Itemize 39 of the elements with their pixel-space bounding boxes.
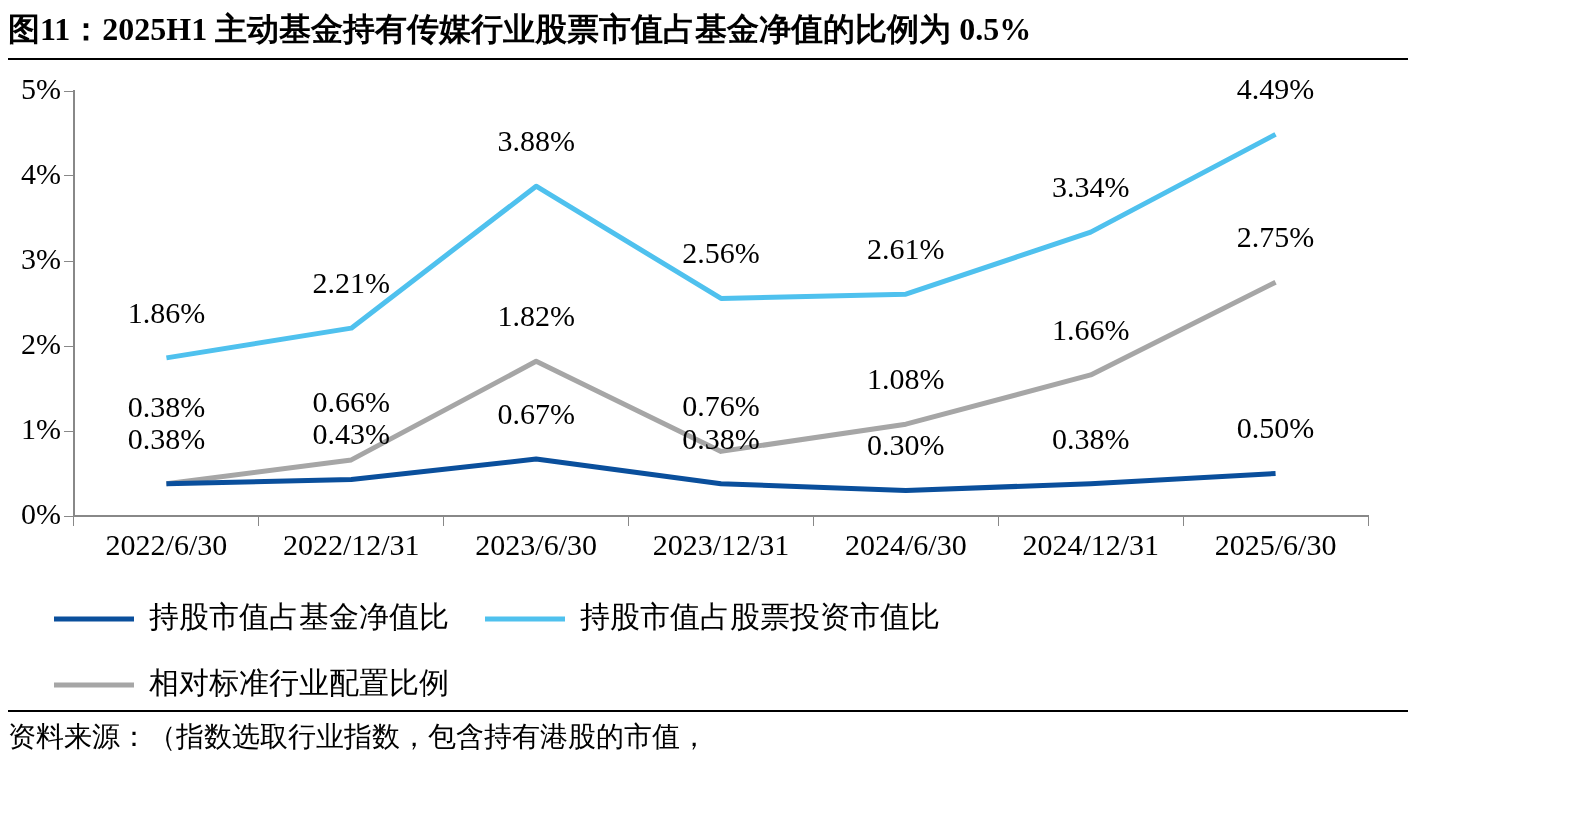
y-tick-label: 4%	[20, 156, 61, 190]
data-label: 0.38%	[127, 421, 206, 455]
y-tick-label: 5%	[20, 71, 61, 105]
data-label: 1.08%	[867, 362, 945, 396]
y-tick-label: 0%	[20, 496, 61, 530]
y-tick-label: 2%	[20, 326, 61, 360]
data-label: 0.43%	[312, 417, 391, 451]
chart-title: 图11：2025H1 主动基金持有传媒行业股票市值占基金净值的比例为 0.5%	[8, 8, 1408, 60]
text: 资料来源：（指数选取行业指数，包含持有港股的市值，	[8, 710, 1408, 756]
data-label: 0.30%	[867, 428, 945, 462]
x-tick-label: 2022/6/30	[105, 527, 228, 561]
data-label: 4.49%	[1236, 72, 1315, 106]
data-label: 0.66%	[312, 385, 391, 419]
data-label: 3.88%	[497, 124, 575, 158]
x-tick-label: 2024/12/31	[1022, 527, 1160, 561]
legend-label: 相对标准行业配置比例	[149, 665, 449, 699]
data-label: 0.50%	[1236, 411, 1315, 445]
data-label: 2.61%	[867, 232, 945, 266]
data-label: 1.86%	[127, 295, 206, 329]
data-label: 2.21%	[312, 266, 391, 300]
data-label: 1.66%	[1051, 312, 1130, 346]
y-tick-label: 1%	[20, 411, 61, 445]
legend-label: 持股市值占基金净值比	[149, 599, 449, 633]
data-label: 1.82%	[497, 299, 575, 333]
y-tick-label: 3%	[20, 241, 61, 275]
x-tick-label: 2023/6/30	[475, 527, 597, 561]
x-tick-label: 2024/6/30	[845, 527, 967, 561]
x-tick-label: 2022/12/31	[282, 527, 420, 561]
data-label: 2.75%	[1236, 220, 1315, 254]
data-label: 0.67%	[497, 396, 575, 430]
data-label: 0.38%	[1051, 421, 1130, 455]
x-tick-label: 2023/12/31	[652, 527, 790, 561]
data-label: 0.76%	[682, 389, 760, 423]
x-tick-label: 2025/6/30	[1214, 527, 1337, 561]
data-label: 0.38%	[682, 421, 760, 455]
legend-label: 持股市值占股票投资市值比	[580, 599, 940, 633]
data-label: 3.34%	[1051, 169, 1130, 203]
data-label: 2.56%	[682, 236, 760, 270]
data-label: 0.38%	[127, 389, 206, 423]
